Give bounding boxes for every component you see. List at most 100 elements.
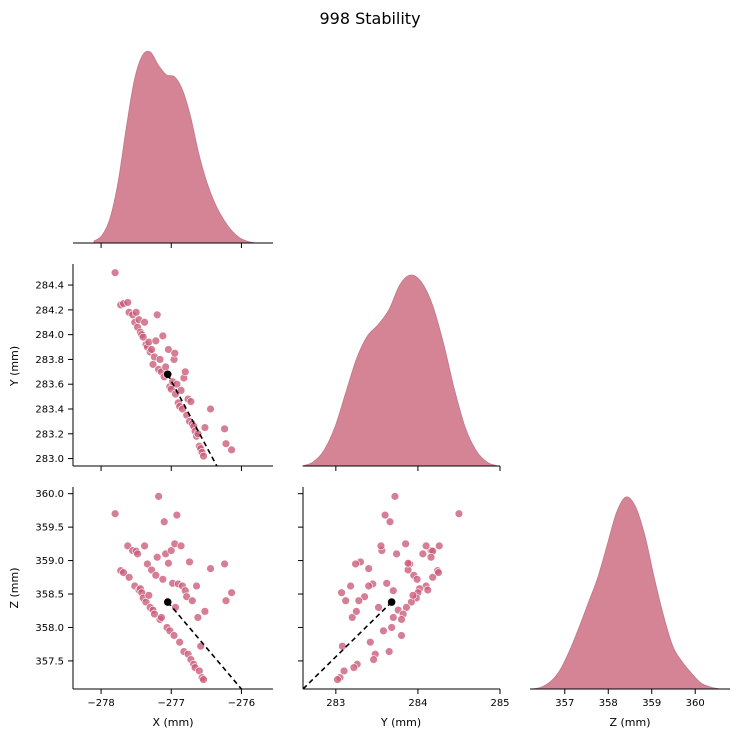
z-tick-label: 357 bbox=[555, 698, 574, 709]
yz-point bbox=[349, 663, 359, 672]
yz-point bbox=[401, 539, 410, 549]
yz-point bbox=[354, 596, 364, 605]
xy-y-tick-label: 283.6 bbox=[35, 380, 64, 391]
yz-point bbox=[376, 541, 386, 551]
xz-y-tick-label: 358.0 bbox=[35, 623, 64, 634]
xz-point bbox=[143, 559, 152, 569]
xz-point bbox=[206, 564, 215, 573]
yz-point bbox=[346, 581, 355, 591]
xz-point bbox=[124, 573, 134, 582]
xy-point bbox=[138, 332, 148, 342]
xy-point bbox=[123, 298, 132, 307]
yz-trend-line bbox=[302, 601, 393, 690]
xz-point bbox=[176, 541, 186, 551]
xy-y-tick-label: 284.2 bbox=[35, 305, 64, 316]
xy-point bbox=[131, 308, 141, 317]
kde-z-ticks: 357 358 359 360 bbox=[555, 689, 705, 709]
xy-point bbox=[199, 451, 208, 461]
z-axis-label: Z (mm) bbox=[609, 716, 650, 729]
kde-x-area bbox=[93, 50, 256, 244]
xz-point bbox=[192, 581, 201, 591]
yz-point bbox=[351, 559, 360, 569]
xz-center-point bbox=[163, 598, 172, 606]
z-tick-label: 358 bbox=[599, 698, 618, 709]
yz-point bbox=[341, 596, 350, 605]
xz-point bbox=[200, 607, 210, 616]
xy-point bbox=[206, 404, 215, 414]
yz-point bbox=[366, 637, 375, 647]
x-axis-label: X (mm) bbox=[152, 716, 193, 729]
yz-point bbox=[397, 615, 406, 624]
xy-point bbox=[220, 424, 229, 434]
yz-point bbox=[389, 613, 398, 622]
xy-point bbox=[144, 337, 153, 347]
xy-y-tick-label: 283.8 bbox=[35, 355, 64, 366]
x-tick-label: −277 bbox=[158, 698, 185, 709]
xy-point bbox=[155, 355, 165, 364]
xz-point bbox=[151, 571, 161, 580]
yz-point bbox=[333, 675, 342, 684]
xz-x-ticks: −278 −277 −276 bbox=[87, 689, 255, 709]
yz-point bbox=[389, 586, 398, 595]
xz-y-tick-label: 358.5 bbox=[35, 590, 64, 601]
yz-point bbox=[408, 591, 418, 600]
yz-point bbox=[403, 559, 413, 568]
xz-point bbox=[144, 591, 153, 600]
xy-y-tick-label: 283.2 bbox=[35, 429, 64, 440]
xy-point bbox=[170, 349, 179, 358]
yz-point bbox=[364, 564, 373, 573]
y-tick-label: 285 bbox=[490, 698, 509, 709]
xz-y-ticks: 357.5 358.0 358.5 359.0 359.5 360.0 bbox=[35, 489, 73, 667]
yz-point bbox=[402, 603, 411, 612]
yz-points bbox=[333, 492, 464, 684]
x-tick-label: −278 bbox=[87, 698, 114, 709]
xz-point bbox=[220, 559, 229, 569]
yz-point bbox=[418, 549, 428, 559]
yz-center-point bbox=[387, 598, 396, 606]
yz-point bbox=[338, 641, 347, 651]
xz-point bbox=[154, 492, 163, 501]
xy-y-tick-label: 283.4 bbox=[35, 404, 64, 415]
xz-point bbox=[227, 588, 236, 597]
xz-point bbox=[153, 553, 162, 562]
xy-point bbox=[164, 345, 173, 354]
kde-x-ticks bbox=[100, 243, 242, 248]
xy-point bbox=[186, 397, 196, 406]
panel-kde-y bbox=[301, 274, 501, 471]
xz-point bbox=[110, 509, 120, 518]
yz-y-ticks bbox=[298, 493, 303, 662]
xy-point bbox=[140, 318, 149, 327]
xy-point bbox=[151, 336, 161, 346]
xy-point bbox=[153, 310, 162, 320]
kde-z-area bbox=[531, 496, 721, 690]
yz-point bbox=[412, 575, 422, 584]
chart-title: 998 Stability bbox=[319, 9, 420, 28]
yz-point bbox=[374, 603, 383, 612]
xz-y-tick-label: 360.0 bbox=[35, 489, 64, 500]
xz-points bbox=[110, 492, 236, 684]
yz-x-ticks: 283 284 285 bbox=[326, 689, 510, 709]
xz-y-tick-label: 359.5 bbox=[35, 523, 64, 534]
xz-point bbox=[172, 510, 182, 520]
yz-point bbox=[337, 588, 346, 597]
xz-point bbox=[169, 631, 179, 640]
xz-point bbox=[119, 568, 128, 577]
xz-point bbox=[160, 517, 169, 526]
yz-point bbox=[421, 541, 431, 551]
xz-point bbox=[193, 613, 203, 622]
xy-point bbox=[221, 439, 231, 448]
xy-point bbox=[158, 331, 168, 341]
xy-center-point bbox=[163, 370, 172, 379]
yz-point bbox=[379, 626, 388, 636]
yz-point bbox=[434, 568, 443, 577]
yz-point bbox=[385, 517, 395, 526]
xy-point bbox=[181, 367, 190, 377]
yz-point bbox=[360, 592, 369, 601]
yz-point bbox=[392, 549, 401, 559]
xy-x-ticks bbox=[100, 466, 242, 471]
yz-point bbox=[369, 655, 378, 664]
xz-point bbox=[221, 596, 231, 605]
xz-point bbox=[167, 546, 176, 555]
xz-point bbox=[188, 596, 197, 605]
